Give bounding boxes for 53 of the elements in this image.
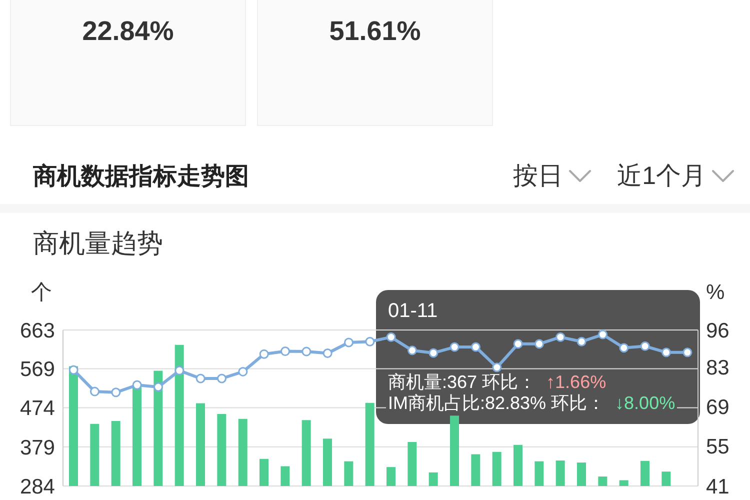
point <box>471 342 480 352</box>
y-tick-label: 474 <box>20 397 56 420</box>
point <box>556 332 566 342</box>
y-tick-label: 379 <box>20 436 55 460</box>
y-tick-label: 284 <box>20 475 56 498</box>
point <box>90 386 100 396</box>
annotation: 商机量:367 环比： <box>388 372 536 392</box>
annotation: IM商机占比:82.83% 环比： <box>388 393 606 413</box>
annotation: ↑1.66% <box>546 372 606 392</box>
point <box>68 365 78 375</box>
point <box>344 338 354 348</box>
point <box>280 346 290 356</box>
text: 51.61% <box>329 16 421 46</box>
point <box>640 341 650 351</box>
y2-tick-label: 96 <box>706 319 730 342</box>
y-axis-title: 个 <box>31 281 52 304</box>
point <box>450 342 460 352</box>
y2-tick-label: 69 <box>706 396 730 420</box>
y-tick-label: 569 <box>20 358 55 382</box>
y-tick-label: 663 <box>20 319 55 342</box>
point <box>492 362 502 372</box>
chart-subtitle: 商机量趋势 <box>33 228 163 258</box>
point <box>598 330 608 340</box>
y2-axis-title: % <box>706 281 725 304</box>
point <box>534 339 544 349</box>
point <box>174 366 184 376</box>
point <box>428 348 438 358</box>
y2-tick-label: 55 <box>706 436 730 459</box>
text: 按日 <box>513 162 564 190</box>
point <box>238 366 248 376</box>
point <box>259 349 269 359</box>
point <box>619 343 629 353</box>
point <box>111 388 121 398</box>
text: 22.84% <box>82 16 174 46</box>
point <box>386 332 396 342</box>
point <box>365 336 375 346</box>
text: 01-11 <box>388 300 438 322</box>
annotation: ↓8.00% <box>615 393 676 413</box>
point <box>662 348 671 358</box>
y2-tick-label: 83 <box>706 356 730 380</box>
point <box>196 374 206 384</box>
point <box>576 336 586 346</box>
point <box>154 382 163 392</box>
point <box>682 348 692 358</box>
point <box>302 346 312 356</box>
point <box>513 339 523 349</box>
point <box>132 380 142 390</box>
chart-title: 商机数据指标走势图 <box>33 163 249 190</box>
point <box>217 374 226 384</box>
text: 近1个月 <box>617 162 706 190</box>
y2-tick-label: 41 <box>706 475 730 498</box>
point <box>322 348 332 358</box>
point <box>408 346 417 356</box>
